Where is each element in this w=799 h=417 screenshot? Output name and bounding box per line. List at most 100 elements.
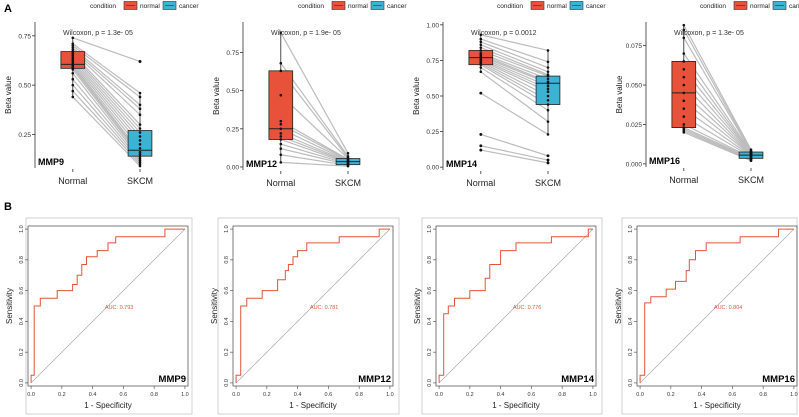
paired-line xyxy=(480,41,549,69)
y-tick-label: 0.6 xyxy=(427,287,433,295)
point-cancer xyxy=(546,90,550,94)
point-normal xyxy=(682,99,686,103)
auc-label: AUC: 0.781 xyxy=(310,305,338,311)
paired-line xyxy=(480,44,549,73)
legend-label-cancer: cancer xyxy=(179,3,199,10)
x-tick-label: 0.6 xyxy=(120,392,128,398)
gene-label: MMP9 xyxy=(159,374,186,385)
y-tick-label: 0.4 xyxy=(427,318,433,326)
point-normal xyxy=(682,107,686,110)
y-tick-label: 0.50 xyxy=(226,88,239,95)
gene-label: MMP16 xyxy=(762,374,795,385)
point-cancer xyxy=(546,70,550,74)
point-normal xyxy=(71,46,75,49)
x-tick-label: 0.2 xyxy=(263,392,271,398)
y-tick-label: 0.8 xyxy=(224,256,230,264)
point-cancer xyxy=(546,94,550,98)
box-panel-mmp14: condition normal cancer 0.00 0.25 0.50 0.75 1.0… xyxy=(412,1,606,188)
auc-label: AUC: 0.776 xyxy=(513,305,541,311)
y-tick-label: 0.6 xyxy=(628,287,634,295)
y-axis-title: Sensitivity xyxy=(210,288,219,324)
roc-panel-mmp16: 0.00.0 0.2 0.2 0.4 0.4 0.6 0.6 0.8 0.8 1.0 1.0 AUC:… xyxy=(614,217,798,415)
plot-area xyxy=(435,225,597,387)
point-cancer xyxy=(138,139,142,142)
y-tick-label: 0.75 xyxy=(426,58,439,65)
point-normal xyxy=(279,119,283,123)
paired-line xyxy=(480,92,549,135)
x-tick-label-normal: Normal xyxy=(466,178,495,188)
point-cancer xyxy=(546,108,550,112)
y-tick-label: 0.075 xyxy=(626,43,643,50)
gene-label: MMP12 xyxy=(246,159,277,169)
point-cancer xyxy=(546,77,550,81)
panels: condition normal cancer 0.25 0.50 0.75 Beta va… xyxy=(4,1,799,415)
point-normal xyxy=(682,67,686,71)
point-cancer xyxy=(138,162,142,166)
point-cancer xyxy=(138,113,142,117)
paired-line xyxy=(683,29,752,152)
y-tick-label: 0.0 xyxy=(19,379,25,387)
y-tick-label: 0.75 xyxy=(226,50,239,57)
roc-curve xyxy=(30,228,185,383)
x-axis-title: 1 - Specificity xyxy=(492,401,540,410)
legend-title: condition xyxy=(298,3,324,10)
y-axis-title: Beta value xyxy=(4,76,13,114)
roc-curve xyxy=(438,228,593,383)
point-cancer xyxy=(546,74,550,78)
point-normal xyxy=(682,83,686,87)
point-cancer xyxy=(138,91,142,95)
legend-label-cancer: cancer xyxy=(586,3,606,10)
box-panel-mmp9: condition normal cancer 0.25 0.50 0.75 Beta va… xyxy=(4,1,199,186)
point-normal xyxy=(71,83,75,87)
x-tick-label: 0.2 xyxy=(58,392,66,398)
diagonal-reference-line xyxy=(30,228,186,384)
y-axis-title: Beta value xyxy=(212,77,221,115)
legend-label-cancer: cancer xyxy=(789,3,799,10)
point-normal xyxy=(71,77,75,81)
point-cancer xyxy=(138,103,142,107)
point-normal xyxy=(479,33,483,37)
point-cancer xyxy=(546,60,550,64)
legend-label-cancer: cancer xyxy=(387,3,407,10)
x-tick-label: 0.8 xyxy=(150,392,158,398)
y-tick-label: 0.0 xyxy=(224,379,230,387)
legend-title: condition xyxy=(497,3,523,10)
roc-frame xyxy=(25,217,193,415)
y-tick-label: 0.6 xyxy=(19,287,25,295)
point-cancer xyxy=(138,143,142,146)
point-normal xyxy=(682,123,686,126)
x-tick-label: 0.4 xyxy=(89,392,97,398)
legend-label-normal: normal xyxy=(547,3,567,10)
y-tick-label: 0.050 xyxy=(626,83,643,90)
point-cancer xyxy=(138,152,142,156)
y-tick-label: 0.8 xyxy=(427,256,433,264)
y-tick-label: 0.000 xyxy=(626,161,643,168)
point-normal xyxy=(479,46,483,49)
diagonal-reference-line xyxy=(235,228,391,384)
x-tick-label: 0.8 xyxy=(558,392,566,398)
y-axis-title: Sensitivity xyxy=(614,288,623,324)
legend-title: condition xyxy=(90,3,116,10)
wilcoxon-annotation: Wilcoxon, p = 1.9e- 05 xyxy=(271,30,341,37)
wilcoxon-annotation: Wilcoxon, p = 1.3e- 05 xyxy=(674,30,744,37)
point-normal xyxy=(279,61,283,65)
point-normal xyxy=(479,49,483,52)
x-tick-label: 0.6 xyxy=(325,392,333,398)
roc-curve xyxy=(639,228,794,383)
paired-line xyxy=(480,133,549,157)
paired-line xyxy=(480,34,549,52)
point-normal xyxy=(71,48,75,51)
y-tick-label: 0.25 xyxy=(226,126,239,133)
gene-label: MMP9 xyxy=(38,157,64,167)
x-tick-label: 0.8 xyxy=(759,392,767,398)
point-normal xyxy=(279,69,283,73)
roc-frame xyxy=(217,217,400,415)
wilcoxon-annotation: Wilcoxon, p = 1.3e- 05 xyxy=(63,30,133,37)
gene-label: MMP14 xyxy=(446,159,477,169)
y-tick-label: 0.4 xyxy=(224,318,230,326)
point-normal xyxy=(279,132,283,135)
point-normal xyxy=(71,58,75,61)
point-cancer xyxy=(138,158,142,162)
point-normal xyxy=(71,50,75,53)
point-normal xyxy=(71,71,75,75)
